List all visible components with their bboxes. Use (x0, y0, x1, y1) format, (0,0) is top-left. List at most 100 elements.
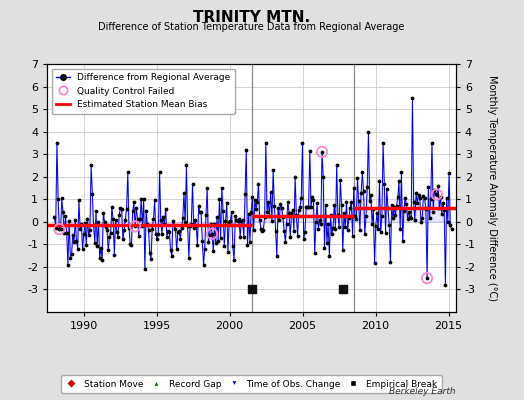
Point (168, 252, 176, 259)
Point (337, 202, 346, 209)
Point (235, 216, 243, 222)
Point (418, 214, 427, 221)
Point (271, 228, 280, 234)
Point (55, 226, 63, 232)
Point (414, 191, 423, 198)
Point (340, 210, 348, 216)
Point (139, 196, 148, 202)
Point (199, 262, 208, 268)
Point (195, 209, 204, 216)
Point (328, 231, 336, 238)
Point (155, 169, 163, 176)
Point (62, 230, 71, 236)
Point (354, 198, 363, 205)
Point (384, 205, 392, 211)
Point (91, 240, 99, 246)
Point (379, 140, 387, 146)
Point (69, 232, 77, 238)
Point (424, 184, 432, 190)
Point (113, 228, 121, 235)
Legend: Station Move, Record Gap, Time of Obs. Change, Empirical Break: Station Move, Record Gap, Time of Obs. C… (61, 375, 442, 393)
Point (71, 217, 80, 223)
Point (227, 209, 236, 215)
Point (280, 227, 288, 234)
Point (417, 219, 425, 226)
Point (224, 249, 232, 256)
Point (363, 184, 372, 190)
Point (309, 197, 318, 203)
Point (104, 247, 113, 254)
Point (425, 215, 434, 222)
Point (265, 213, 274, 219)
Point (395, 178, 403, 185)
Point (351, 213, 359, 220)
Point (281, 238, 290, 245)
Point (122, 206, 130, 212)
Point (166, 247, 174, 253)
Point (253, 199, 261, 206)
Point (147, 256, 155, 262)
Point (53, 140, 61, 146)
Point (183, 223, 192, 230)
Point (386, 259, 395, 266)
Point (403, 216, 412, 222)
Point (61, 213, 70, 219)
Point (269, 167, 277, 173)
Point (422, 206, 430, 212)
Point (194, 203, 203, 209)
Point (292, 212, 301, 218)
Point (214, 238, 222, 244)
Point (250, 197, 259, 203)
Point (431, 191, 440, 198)
Point (153, 236, 161, 242)
Point (241, 190, 249, 197)
Point (217, 185, 226, 191)
Point (282, 220, 291, 227)
Point (106, 230, 115, 236)
Point (256, 217, 264, 224)
Point (263, 208, 271, 215)
Point (258, 228, 266, 234)
Point (193, 242, 202, 248)
Point (289, 206, 297, 213)
Point (433, 191, 441, 198)
Point (179, 215, 187, 222)
Point (340, 286, 348, 293)
Point (246, 238, 254, 245)
Point (82, 242, 91, 248)
Point (276, 201, 285, 207)
Point (387, 202, 396, 208)
Point (372, 222, 380, 229)
Point (75, 197, 83, 204)
Point (171, 226, 180, 232)
Point (314, 226, 323, 232)
Point (279, 214, 287, 221)
Point (370, 260, 379, 266)
Point (170, 222, 178, 228)
Point (436, 194, 445, 200)
Point (109, 216, 117, 222)
Point (140, 266, 149, 273)
Point (381, 229, 390, 236)
Point (151, 231, 160, 237)
Point (315, 217, 324, 223)
Point (397, 169, 406, 176)
Point (79, 246, 87, 252)
Point (441, 282, 450, 288)
Point (358, 169, 366, 176)
Point (260, 214, 269, 221)
Point (175, 228, 183, 234)
Point (115, 212, 123, 218)
Point (296, 204, 304, 210)
Point (73, 246, 82, 252)
Point (177, 225, 185, 231)
Point (101, 219, 109, 226)
Point (313, 200, 321, 206)
Point (154, 230, 162, 237)
Point (347, 198, 355, 205)
Point (252, 206, 260, 212)
Point (318, 149, 326, 155)
Point (105, 234, 114, 240)
Point (121, 216, 129, 223)
Point (187, 221, 195, 227)
